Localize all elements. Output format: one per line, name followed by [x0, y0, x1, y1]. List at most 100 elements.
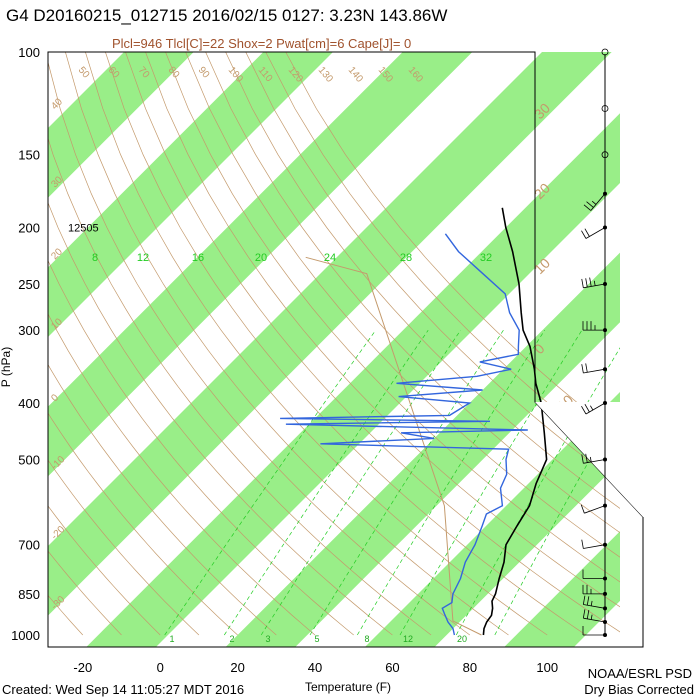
- temperature-tick-label: 60: [385, 660, 399, 675]
- dry-adiabat-line: [48, 137, 432, 636]
- wind-barb-flag: [581, 406, 587, 415]
- wind-barb-staff: [585, 227, 606, 239]
- mixing-ratio-bottom-label: 12: [403, 634, 413, 644]
- wind-barb-half-flag: [591, 200, 597, 205]
- wind-barb-flag: [585, 278, 588, 288]
- wind-dot: [603, 620, 607, 625]
- temperature-tick-label: -20: [73, 660, 92, 675]
- mixing-ratio-line: [260, 330, 461, 636]
- mixing-ratio-line: [164, 329, 376, 636]
- chart-title: G4 D20160215_012715 2016/02/15 0127: 3.2…: [6, 6, 448, 25]
- sounding-profiles: [280, 207, 548, 636]
- wind-dot: [603, 191, 607, 196]
- mixing-ratio-line: [224, 330, 429, 636]
- mixing-ratio-label: 12: [137, 252, 149, 264]
- wind-barb-flag: [584, 404, 590, 413]
- calm-circle: [601, 105, 609, 112]
- dry-adiabat-line: [205, 52, 620, 534]
- isotherm-band: [48, 52, 334, 338]
- isotherm-band: [48, 52, 194, 198]
- wind-barb-flag: [581, 364, 584, 374]
- created-timestamp: Created: Wed Sep 14 11:05:27 MDT 2016: [2, 682, 245, 697]
- mixing-ratio-bottom-label: 1: [169, 634, 174, 644]
- wind-barb-staff: [583, 604, 606, 609]
- dry-adiabat-line: [125, 52, 620, 633]
- dry-adiabat-label: 50: [76, 65, 92, 81]
- wind-dot: [603, 503, 607, 508]
- corner-mask: [535, 402, 700, 517]
- parcel-path: [305, 256, 482, 636]
- wind-barb-staff: [583, 617, 606, 623]
- mixing-ratio-label: 8: [92, 252, 98, 264]
- mixing-ratio-bottom-label: 3: [265, 634, 270, 644]
- wind-barb-flag: [585, 453, 588, 463]
- parcel-line: [305, 256, 482, 636]
- plot-frame: [47, 51, 700, 648]
- calm-circle: [601, 48, 609, 56]
- mixing-ratio-bottom-label: 5: [314, 634, 319, 644]
- pressure-tick-label: 1000: [11, 628, 40, 643]
- wind-barb-flag: [582, 595, 586, 605]
- wind-barb-flag: [585, 363, 588, 373]
- calm-circle: [601, 151, 609, 159]
- dry-bias-note: Dry Bias Corrected: [584, 682, 694, 697]
- wind-barb-half-flag: [593, 280, 596, 286]
- mixing-ratio-bottom-label: 20: [457, 634, 467, 644]
- wind-barb-flag: [586, 201, 594, 208]
- wind-dot: [603, 591, 607, 596]
- wind-barb-flag: [582, 609, 586, 619]
- dry-adiabat-line: [165, 52, 620, 583]
- wind-dot: [603, 401, 607, 406]
- isotherm-band: [48, 52, 612, 616]
- isotherm-band: [48, 52, 473, 477]
- dry-adiabat-line: [48, 363, 277, 636]
- wind-barb-staff: [583, 368, 606, 374]
- wind-dot: [603, 542, 607, 547]
- dry-adiabat-line: [265, 52, 620, 461]
- theta-left-label: 40: [49, 96, 65, 112]
- mixing-ratio-label: 32: [480, 252, 492, 264]
- y-axis-label: P (hPa): [0, 346, 14, 388]
- wind-barb-flag: [581, 539, 584, 549]
- temperature-line: [482, 207, 548, 636]
- mixing-ratio-bottom-label: 8: [364, 634, 369, 644]
- dry-adiabat-line: [48, 550, 122, 636]
- temperature-tick-label: 80: [463, 660, 477, 675]
- mixing-ratio-line: [356, 330, 545, 636]
- pressure-tick-label: 250: [18, 277, 40, 292]
- isotherm-band: [364, 391, 620, 647]
- pressure-tick-label: 850: [18, 587, 40, 602]
- wind-barb-flag: [589, 277, 592, 287]
- wind-barb-staff: [583, 544, 606, 549]
- wind-dot: [603, 367, 607, 372]
- wind-barb-half-flag: [590, 614, 593, 620]
- wind-barb-half-flag: [589, 456, 592, 463]
- dry-adiabat-line: [225, 52, 620, 509]
- x-axis-label: Temperature (F): [305, 680, 392, 694]
- dry-adiabat-line: [285, 52, 620, 437]
- wind-barb-half-flag: [590, 405, 594, 411]
- dry-adiabat-line: [48, 505, 161, 636]
- wind-barb-flag: [583, 204, 592, 211]
- mixing-ratio-label: 24: [324, 252, 336, 264]
- temperature-tick-label: 40: [308, 660, 322, 675]
- temperature-tick-label: 0: [157, 660, 164, 675]
- dry-adiabat-label: 140: [346, 65, 365, 85]
- pressure-tick-label: 500: [18, 452, 40, 467]
- pressure-tick-label: 400: [18, 396, 40, 411]
- dry-adiabat-line: [48, 459, 200, 636]
- height-label: 12505: [68, 223, 99, 235]
- wind-barb-half-flag: [590, 600, 593, 606]
- wind-barb-staff: [584, 505, 606, 514]
- wind-dot: [603, 457, 607, 462]
- pressure-tick-label: 100: [18, 45, 40, 60]
- dry-adiabat-line: [105, 52, 587, 636]
- wind-barb-flag: [581, 454, 584, 464]
- dry-adiabat-label: 130: [316, 65, 335, 85]
- wind-dot: [603, 225, 607, 230]
- dry-adiabat-line: [48, 259, 354, 636]
- pressure-tick-label: 200: [18, 221, 40, 236]
- temperature-tick-label: 20: [230, 660, 244, 675]
